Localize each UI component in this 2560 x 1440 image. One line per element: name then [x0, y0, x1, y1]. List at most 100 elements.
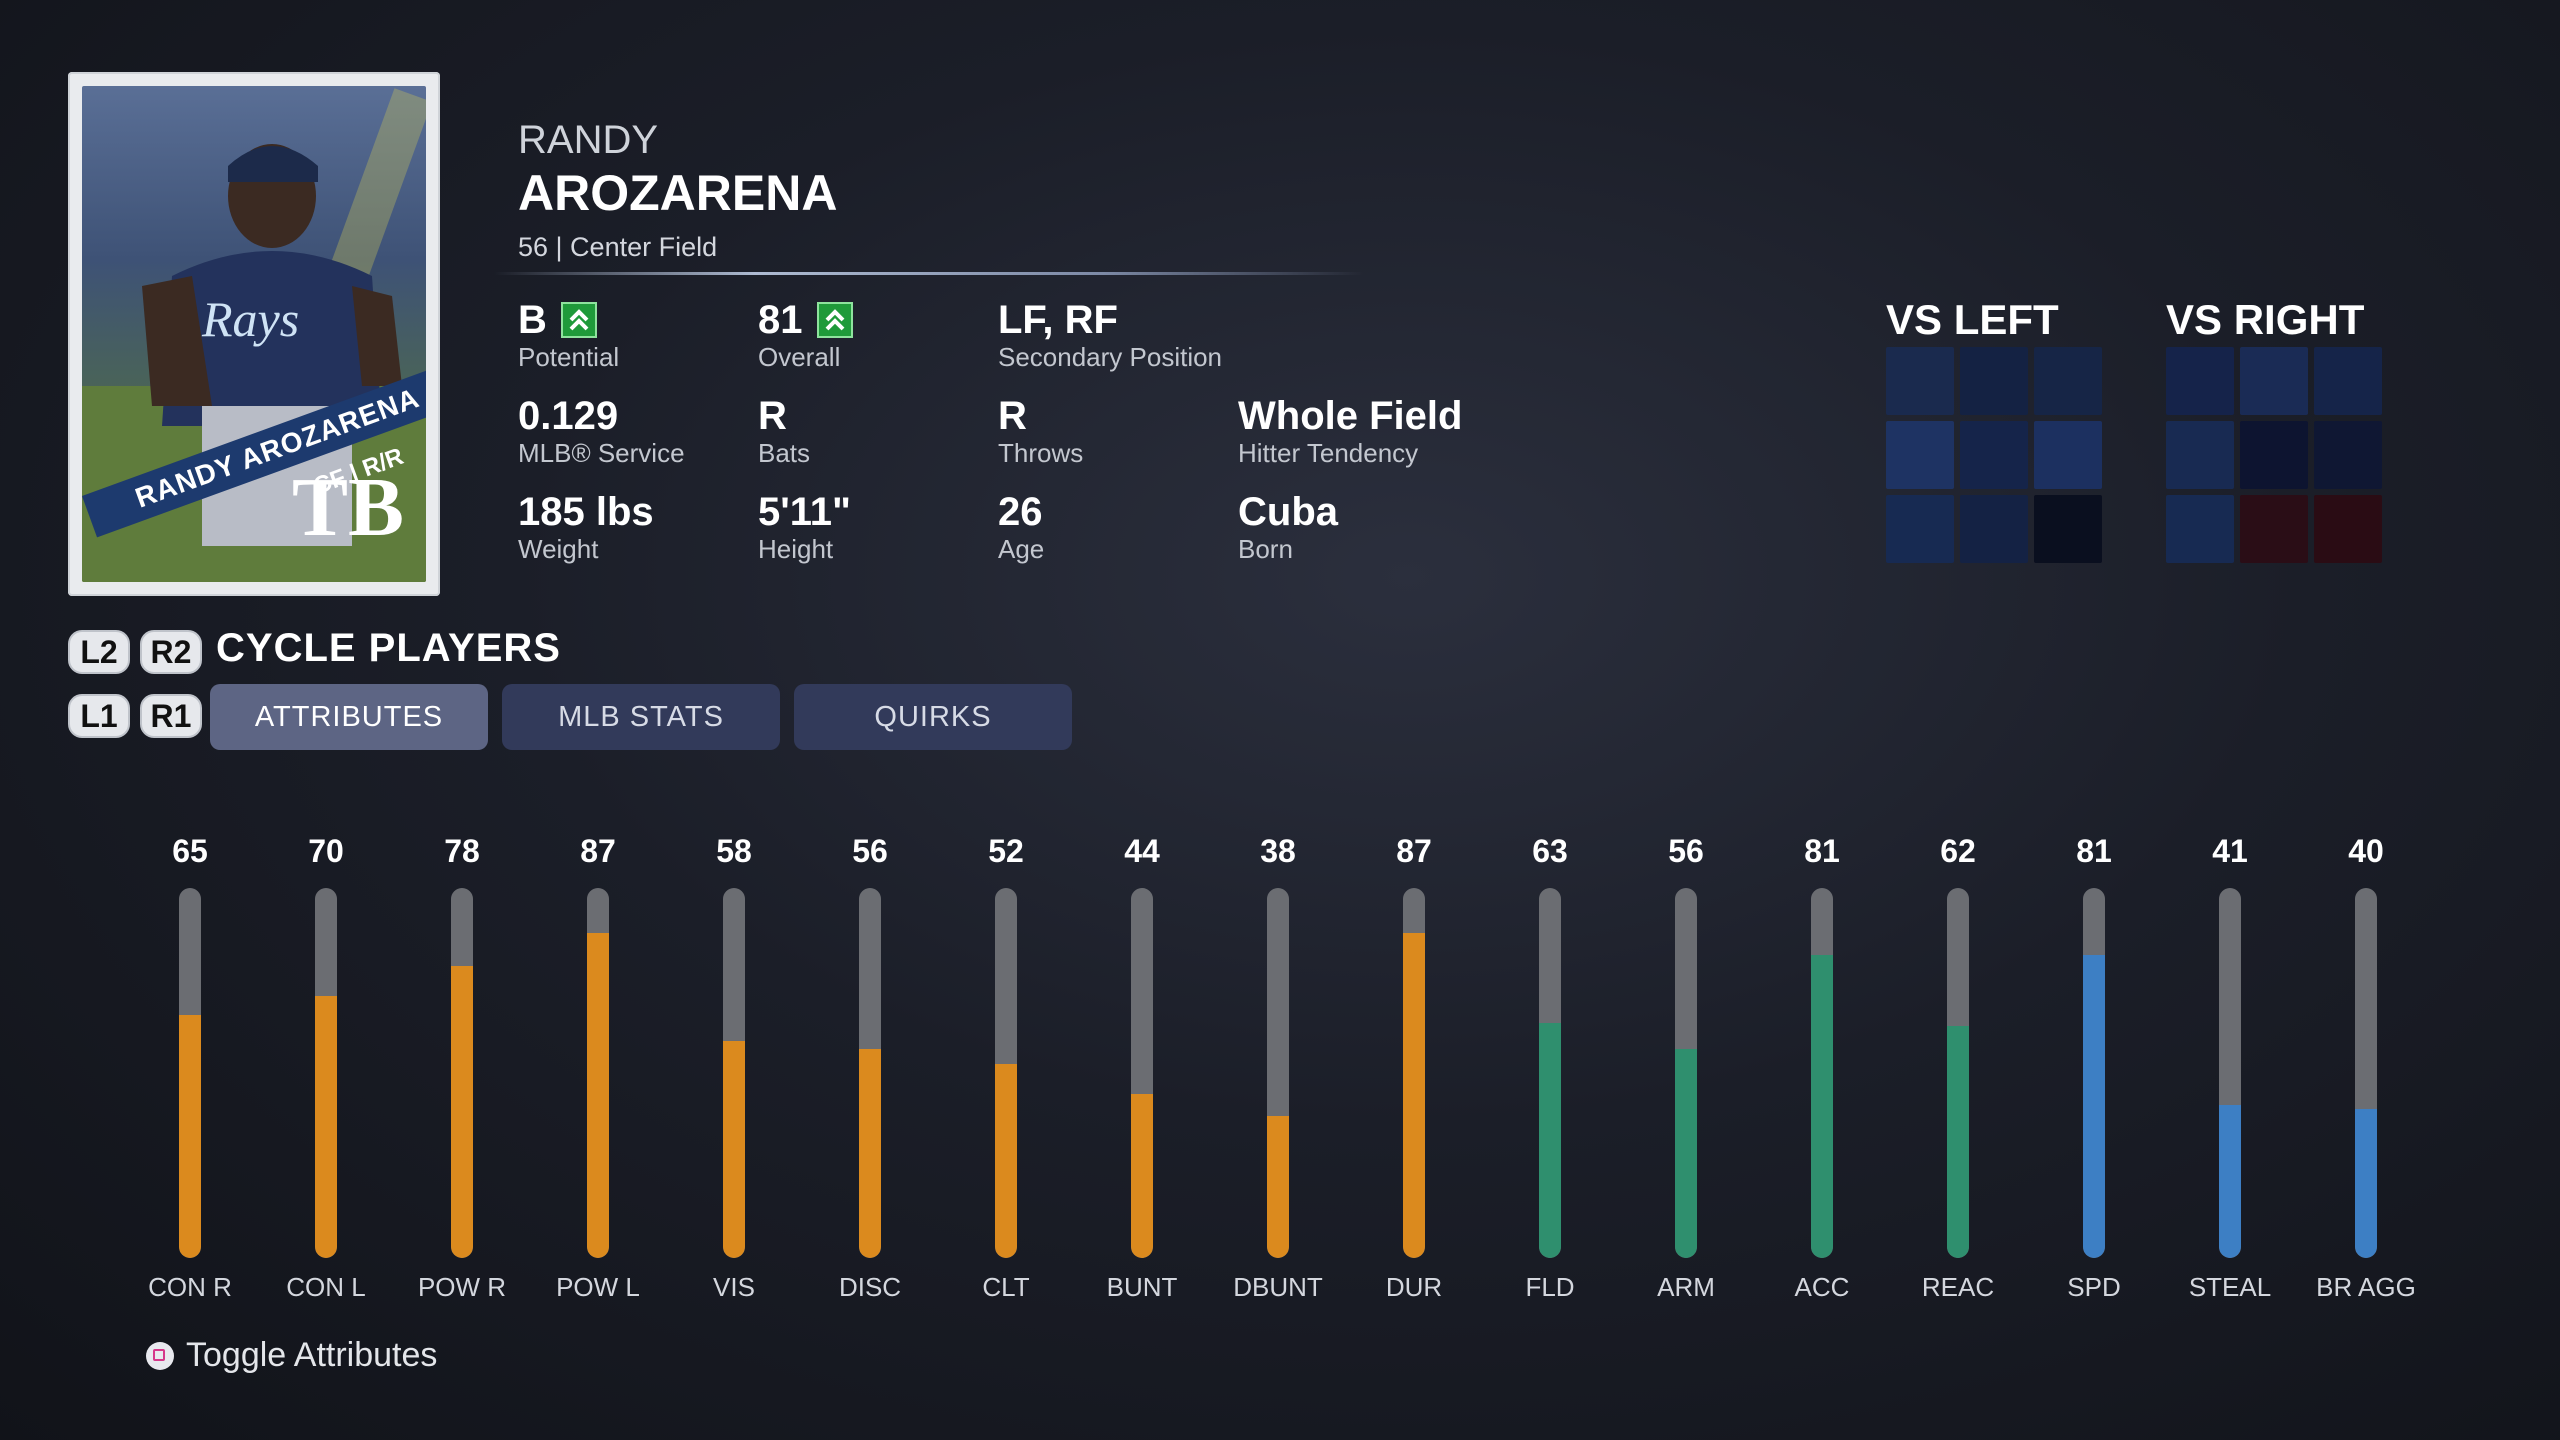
hot-zone-cell — [1960, 421, 2028, 489]
attribute-label: SPD — [2067, 1272, 2121, 1302]
tab-attributes[interactable]: ATTRIBUTES — [210, 684, 488, 750]
tab-quirks[interactable]: QUIRKS — [794, 684, 1072, 750]
height-value: 5'11" — [758, 490, 852, 534]
upgrade-arrow-icon — [816, 302, 853, 338]
attribute-bar-fill — [995, 1064, 1017, 1258]
attribute-value: 81 — [2076, 833, 2112, 869]
hot-zone-cell — [2034, 347, 2102, 415]
toggle-attributes-hint[interactable]: Toggle Attributes — [146, 1336, 437, 1375]
throws-value: R — [998, 394, 1027, 438]
service-label: MLB® Service — [518, 438, 685, 468]
stat-height: 5'11" Height — [758, 490, 851, 564]
attribute-con-r: 65 CON R — [122, 830, 258, 1302]
stat-hitter-tendency: Whole Field Hitter Tendency — [1238, 394, 1462, 468]
attribute-bar-fill — [859, 1049, 881, 1258]
attribute-bar-fill — [1267, 1116, 1289, 1258]
attribute-label: DISC — [838, 1272, 902, 1302]
vs-right-title: VS RIGHT — [2166, 296, 2365, 343]
stat-weight: 185 lbs Weight — [518, 490, 654, 564]
stat-bats: R Bats — [758, 394, 810, 468]
hot-zone-cell — [2240, 347, 2308, 415]
attribute-pow-r: 78 POW R — [394, 830, 530, 1302]
vs-right-hot-zones — [2166, 347, 2382, 563]
attribute-bar-fill — [1403, 933, 1425, 1258]
tab-mlb-stats[interactable]: MLB STATS — [502, 684, 780, 750]
stat-secondary-position: LF, RF Secondary Position — [998, 298, 1222, 372]
attribute-bar-fill — [2355, 1109, 2377, 1258]
attribute-value: 41 — [2212, 833, 2248, 869]
attribute-bar-track — [723, 888, 745, 1258]
attribute-value: 78 — [444, 833, 480, 869]
attribute-label: REAC — [1921, 1272, 1995, 1302]
height-label: Height — [758, 534, 834, 564]
hot-zone-cell — [1886, 495, 1954, 563]
stat-service: 0.129 MLB® Service — [518, 394, 685, 468]
player-number-position: 56 | Center Field — [518, 232, 718, 262]
attribute-bar-fill — [1811, 955, 1833, 1258]
attribute-label: VIS — [713, 1272, 755, 1302]
attribute-fld: 63 FLD — [1482, 830, 1618, 1302]
attribute-bar-track — [1131, 888, 1153, 1258]
attribute-value: 87 — [580, 833, 616, 869]
stat-born: Cuba Born — [1238, 490, 1338, 564]
attribute-bar-fill — [2083, 955, 2105, 1258]
hot-zone-cell — [2034, 495, 2102, 563]
hot-zone-cell — [1960, 347, 2028, 415]
hitter-tendency-label: Hitter Tendency — [1238, 438, 1419, 468]
attribute-clt: 52 CLT — [938, 830, 1074, 1302]
attribute-value: 63 — [1532, 833, 1568, 869]
attribute-bar-track — [587, 888, 609, 1258]
potential-value: B — [518, 298, 547, 342]
attribute-bunt: 44 BUNT — [1074, 830, 1210, 1302]
attribute-value: 62 — [1940, 833, 1976, 869]
hot-zone-cell — [2166, 495, 2234, 563]
attribute-bar-track — [2355, 888, 2377, 1258]
attribute-bar-track — [1675, 888, 1697, 1258]
cycle-players-title: CYCLE PLAYERS — [216, 626, 561, 670]
attribute-label: BR AGG — [2316, 1272, 2416, 1302]
attribute-arm: 56 ARM — [1618, 830, 1754, 1302]
r1-button[interactable]: R1 — [140, 694, 202, 738]
attribute-bar-fill — [179, 1015, 201, 1258]
attribute-value: 65 — [172, 833, 208, 869]
l2-button[interactable]: L2 — [68, 630, 130, 674]
vs-left-title: VS LEFT — [1886, 296, 2059, 343]
overall-label: Overall — [758, 342, 841, 372]
header-divider — [494, 272, 1364, 275]
hot-zone-cell — [1886, 347, 1954, 415]
hot-zone-cell — [2166, 421, 2234, 489]
attribute-bar-fill — [1675, 1049, 1697, 1258]
attribute-value: 87 — [1396, 833, 1432, 869]
attribute-bar-track — [451, 888, 473, 1258]
hot-zone-cell — [2314, 421, 2382, 489]
l1-button[interactable]: L1 — [68, 694, 130, 738]
attribute-value: 56 — [1668, 833, 1704, 869]
attribute-reac: 62 REAC — [1890, 830, 2026, 1302]
attribute-dur: 87 DUR — [1346, 830, 1482, 1302]
attribute-bar-track — [2083, 888, 2105, 1258]
attribute-spd: 81 SPD — [2026, 830, 2162, 1302]
hot-zone-cell — [2034, 421, 2102, 489]
svg-text:Rays: Rays — [201, 291, 299, 347]
overall-value: 81 — [758, 298, 803, 342]
attribute-bar-track — [315, 888, 337, 1258]
attribute-acc: 81 ACC — [1754, 830, 1890, 1302]
attribute-value: 44 — [1124, 833, 1160, 869]
weight-label: Weight — [518, 534, 599, 564]
stat-throws: R Throws — [998, 394, 1083, 468]
player-last-name: AROZARENA — [518, 165, 838, 221]
attribute-vis: 58 VIS — [666, 830, 802, 1302]
r2-button[interactable]: R2 — [140, 630, 202, 674]
player-first-name: RANDY — [518, 118, 659, 162]
player-card: Rays RANDY AROZARENA CF | R/R TB — [68, 72, 440, 596]
born-value: Cuba — [1238, 490, 1338, 534]
attribute-value: 40 — [2348, 833, 2384, 869]
attribute-label: ACC — [1794, 1272, 1850, 1302]
attribute-label: POW R — [417, 1272, 507, 1302]
hot-zone-cell — [2240, 495, 2308, 563]
attribute-label: FLD — [1525, 1272, 1575, 1302]
attribute-bar-track — [859, 888, 881, 1258]
attribute-label: CLT — [982, 1272, 1030, 1302]
square-button-icon — [146, 1341, 174, 1370]
attribute-label: ARM — [1657, 1272, 1715, 1302]
